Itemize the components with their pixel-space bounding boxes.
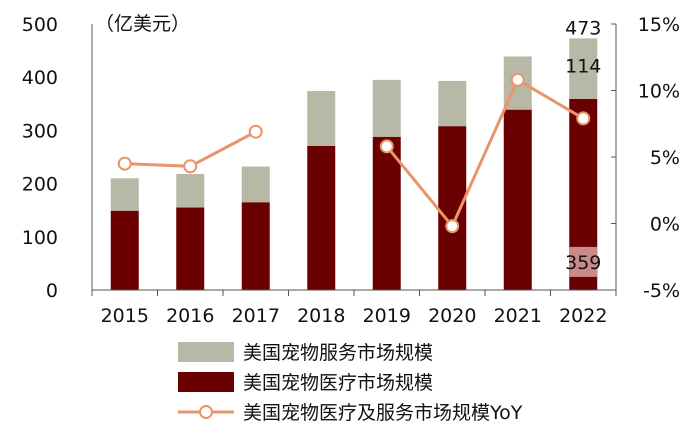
x-tick-label-2022: 2022 <box>559 305 607 327</box>
data-label-medical-2022: 359 <box>565 252 601 274</box>
service-bar-2022 <box>569 38 598 100</box>
medical-bar-2018 <box>307 145 336 290</box>
yoy-point-2016 <box>183 159 198 174</box>
left-tick-label: 100 <box>22 227 58 249</box>
right-tick-label: -5% <box>643 280 680 302</box>
service-bar-2020 <box>438 80 467 127</box>
legend-label-yoy: 美国宠物医疗及服务市场规模YoY <box>243 402 523 424</box>
left-tick-label: 400 <box>22 67 58 89</box>
yoy-line-layer <box>117 72 591 234</box>
service-bar-2019 <box>372 79 401 137</box>
left-tick-label: 0 <box>46 280 58 302</box>
x-tick-label-2021: 2021 <box>494 305 542 327</box>
x-tick-label-2015: 2015 <box>101 305 149 327</box>
service-bar-2015 <box>110 178 139 211</box>
medical-bar-2015 <box>110 210 139 290</box>
left-tick-label: 300 <box>22 120 58 142</box>
left-tick-label: 500 <box>22 14 58 36</box>
label-highlight <box>569 246 598 277</box>
service-bar-2018 <box>307 91 336 146</box>
yoy-line-segment <box>385 77 585 229</box>
data-labels-layer: 473 114 359 <box>565 17 601 277</box>
legend-marker-yoy <box>199 405 213 419</box>
legend-label-service: 美国宠物服务市场规模 <box>243 342 433 364</box>
legend-label-medical: 美国宠物医疗市场规模 <box>243 372 433 394</box>
data-label-total-2022: 473 <box>565 17 601 39</box>
right-tick-label: 0% <box>650 214 680 236</box>
axes-layer: 2015 2016 2017 2018 2019 2020 2021 2022 0 100 200 3… <box>22 14 680 327</box>
yoy-point-2021 <box>510 72 525 87</box>
yoy-point-2019 <box>379 139 394 154</box>
x-tick-label-2018: 2018 <box>297 305 345 327</box>
data-label-service-2022: 114 <box>565 56 601 78</box>
medical-bar-2020 <box>438 126 467 290</box>
medical-bar-2016 <box>176 207 205 290</box>
medical-bar-2021 <box>503 109 532 290</box>
yoy-point-2015 <box>117 156 132 171</box>
left-tick-label: 200 <box>22 174 58 196</box>
right-tick-label: 15% <box>638 14 680 36</box>
medical-bar-2019 <box>372 136 401 290</box>
x-tick-label-2020: 2020 <box>428 305 476 327</box>
right-tick-label: 5% <box>650 147 680 169</box>
unit-label: （亿美元） <box>95 13 190 35</box>
x-tick-label-2016: 2016 <box>166 305 214 327</box>
x-tick-label-2019: 2019 <box>363 305 411 327</box>
service-bar-2016 <box>176 174 205 208</box>
yoy-point-2022 <box>576 111 591 126</box>
legend-swatch-service <box>178 342 234 362</box>
right-tick-label: 10% <box>638 81 680 103</box>
legend-swatch-medical <box>178 372 234 392</box>
service-bar-2017 <box>241 166 270 203</box>
x-tick-label-2017: 2017 <box>232 305 280 327</box>
yoy-point-2017 <box>248 124 263 139</box>
yoy-point-2020 <box>445 219 460 234</box>
medical-bar-2017 <box>241 202 270 290</box>
